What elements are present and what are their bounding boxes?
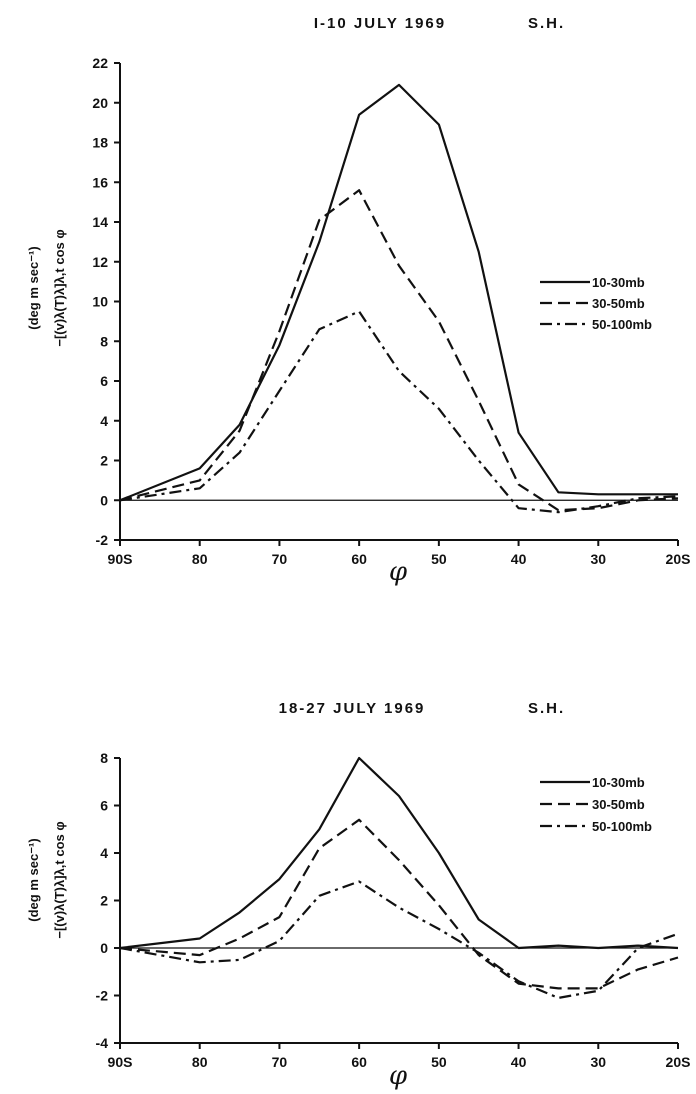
- x-tick-label: 50: [431, 1054, 447, 1070]
- y-tick-label: 4: [100, 845, 108, 861]
- y-tick-label: 10: [92, 294, 108, 310]
- chart-2-xlabel: φ: [389, 1061, 408, 1091]
- x-tick-label: 70: [272, 551, 288, 567]
- chart-2-title: 18-27 JULY 1969: [279, 700, 426, 717]
- x-tick-label: 70: [272, 1054, 288, 1070]
- y-tick-label: 0: [100, 940, 108, 956]
- series-line-50-100mb: [119, 310, 679, 514]
- chart-2-plot: -4 -2 0 2 4 6 8 90S 80 70 60 50 40 30 20S 10-30mb 30-50m…: [96, 750, 691, 1070]
- legend-label-30-50mb: 30-50mb: [592, 797, 645, 812]
- x-tick-label: 40: [511, 1054, 527, 1070]
- x-tick-label: 60: [351, 1054, 367, 1070]
- chart-2-title-right: S.H.: [528, 700, 565, 717]
- x-tick-label: 80: [192, 1054, 208, 1070]
- y-tick-label: 8: [100, 750, 108, 766]
- y-tick-label: -4: [96, 1035, 109, 1051]
- chart-2-ylabel-units: (deg m sec⁻¹): [26, 838, 41, 921]
- chart-1-title: I-10 JULY 1969: [314, 15, 446, 32]
- y-tick-label: 12: [92, 254, 108, 270]
- chart-2-ylabel-quantity: −[(v)λ(T)λ]λ,t cos φ: [52, 821, 67, 938]
- y-tick-label: 18: [92, 135, 108, 151]
- y-tick-label: 14: [92, 214, 108, 230]
- chart-1-xlabel: φ: [389, 557, 408, 587]
- y-tick-label: -2: [96, 532, 109, 548]
- x-tick-label: 40: [511, 551, 527, 567]
- x-tick-label: 90S: [108, 1054, 133, 1070]
- chart-1-title-right: S.H.: [528, 15, 565, 32]
- x-tick-label: 20S: [666, 551, 691, 567]
- chart-1-ylabel-units: (deg m sec⁻¹): [26, 246, 41, 329]
- series-line-30-50mb: [119, 189, 679, 512]
- chart-1-ylabel-quantity: −[(v)λ(T)λ]λ,t cos φ: [52, 229, 67, 346]
- legend-label-10-30mb: 10-30mb: [592, 775, 645, 790]
- x-tick-label: 80: [192, 551, 208, 567]
- y-tick-label: 6: [100, 373, 108, 389]
- y-tick-label: 2: [100, 893, 108, 909]
- x-tick-label: 20S: [666, 1054, 691, 1070]
- legend-label-50-100mb: 50-100mb: [592, 317, 652, 332]
- series-line-10-30mb: [119, 756, 679, 950]
- series-line-10-30mb: [119, 83, 678, 502]
- x-tick-label: 60: [351, 551, 367, 567]
- x-tick-label: 90S: [108, 551, 133, 567]
- legend-label-30-50mb: 30-50mb: [592, 296, 645, 311]
- y-tick-label: 20: [92, 95, 108, 111]
- y-tick-label: 4: [100, 413, 108, 429]
- x-tick-label: 30: [590, 551, 606, 567]
- y-tick-label: 16: [92, 174, 108, 190]
- chart-1: I-10 JULY 1969 S.H. φ (deg m sec⁻¹) −[(v…: [26, 15, 690, 587]
- y-tick-label: 8: [100, 333, 108, 349]
- legend-label-50-100mb: 50-100mb: [592, 819, 652, 834]
- y-tick-label: 6: [100, 798, 108, 814]
- y-tick-label: 22: [92, 55, 108, 71]
- y-tick-label: -2: [96, 988, 109, 1004]
- y-tick-label: 2: [100, 453, 108, 469]
- x-tick-label: 50: [431, 551, 447, 567]
- series-line-50-100mb: [119, 880, 679, 1000]
- chart-2: 18-27 JULY 1969 S.H. φ (deg m sec⁻¹) −[(…: [26, 700, 690, 1091]
- x-tick-label: 30: [590, 1054, 606, 1070]
- legend-label-10-30mb: 10-30mb: [592, 275, 645, 290]
- y-tick-label: 0: [100, 492, 108, 508]
- chart-1-plot: -2 0 2 4 6 8 10 12 14 16 18 20 22 90S 80 70 60 50 40 30 20S 1…: [92, 55, 690, 567]
- series-line-30-50mb: [119, 818, 679, 990]
